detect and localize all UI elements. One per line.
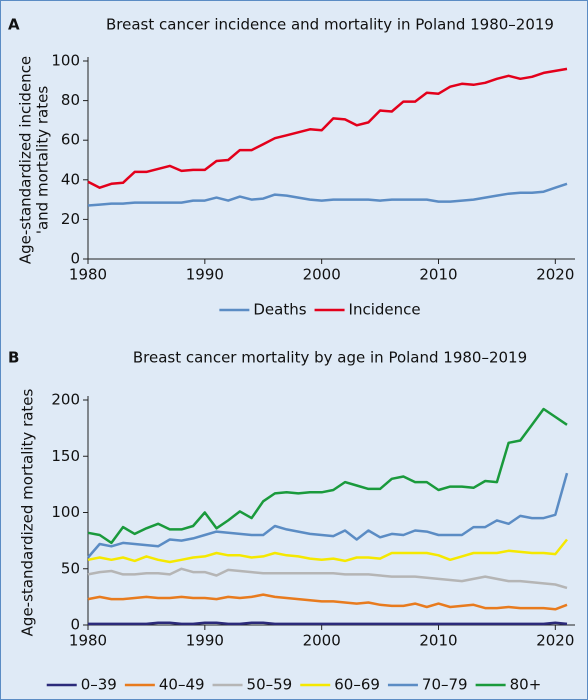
x-tick-label: 1990	[186, 266, 224, 284]
x-tick-label: 2010	[419, 632, 457, 650]
data-line	[87, 567, 568, 590]
y-tick-label: 0	[70, 250, 80, 268]
data-line	[87, 593, 568, 611]
data-line	[87, 538, 568, 564]
data-line	[87, 67, 568, 189]
data-line	[87, 182, 568, 207]
legend-label: Deaths	[253, 301, 306, 319]
x-tick-label: 2020	[536, 266, 574, 284]
legend-label: 40–49	[159, 676, 205, 694]
panel-label: A	[8, 16, 20, 34]
data-line	[87, 407, 568, 545]
x-tick-label: 2000	[303, 266, 341, 284]
y-tick-label: 40	[61, 170, 80, 188]
legend-label: Incidence	[349, 301, 421, 319]
y-tick-label: 200	[51, 391, 80, 409]
legend-label: 50–59	[247, 676, 293, 694]
x-tick-label: 1990	[186, 632, 224, 650]
y-tick-label: 100	[51, 52, 80, 70]
y-axis-label: Age-standardized incidence	[17, 56, 35, 264]
legend-label: 80+	[510, 676, 542, 694]
data-line	[88, 621, 568, 626]
chart-title: Breast cancer mortality by age in Poland…	[133, 349, 527, 367]
panel-label: B	[8, 349, 19, 367]
x-tick-label: 1980	[69, 266, 107, 284]
y-tick-label: 100	[51, 503, 80, 521]
data-line	[87, 472, 569, 559]
y-tick-label: 0	[70, 616, 80, 634]
y-tick-label: 150	[51, 447, 80, 465]
y-axis-label: 'and mortality rates	[34, 86, 52, 234]
y-tick-label: 80	[61, 91, 80, 109]
x-tick-label: 2020	[536, 632, 574, 650]
legend-label: 0–39	[81, 676, 117, 694]
y-axis-label: Age-standardized mortality rates	[19, 388, 37, 636]
legend-label: 70–79	[422, 676, 468, 694]
y-tick-label: 20	[61, 210, 80, 228]
y-tick-label: 50	[61, 559, 80, 577]
legend-label: 60–69	[334, 676, 380, 694]
x-tick-label: 1980	[69, 632, 107, 650]
y-tick-label: 60	[61, 131, 80, 149]
chart-title: Breast cancer incidence and mortality in…	[106, 16, 554, 34]
x-tick-label: 2000	[303, 632, 341, 650]
x-tick-label: 2010	[419, 266, 457, 284]
